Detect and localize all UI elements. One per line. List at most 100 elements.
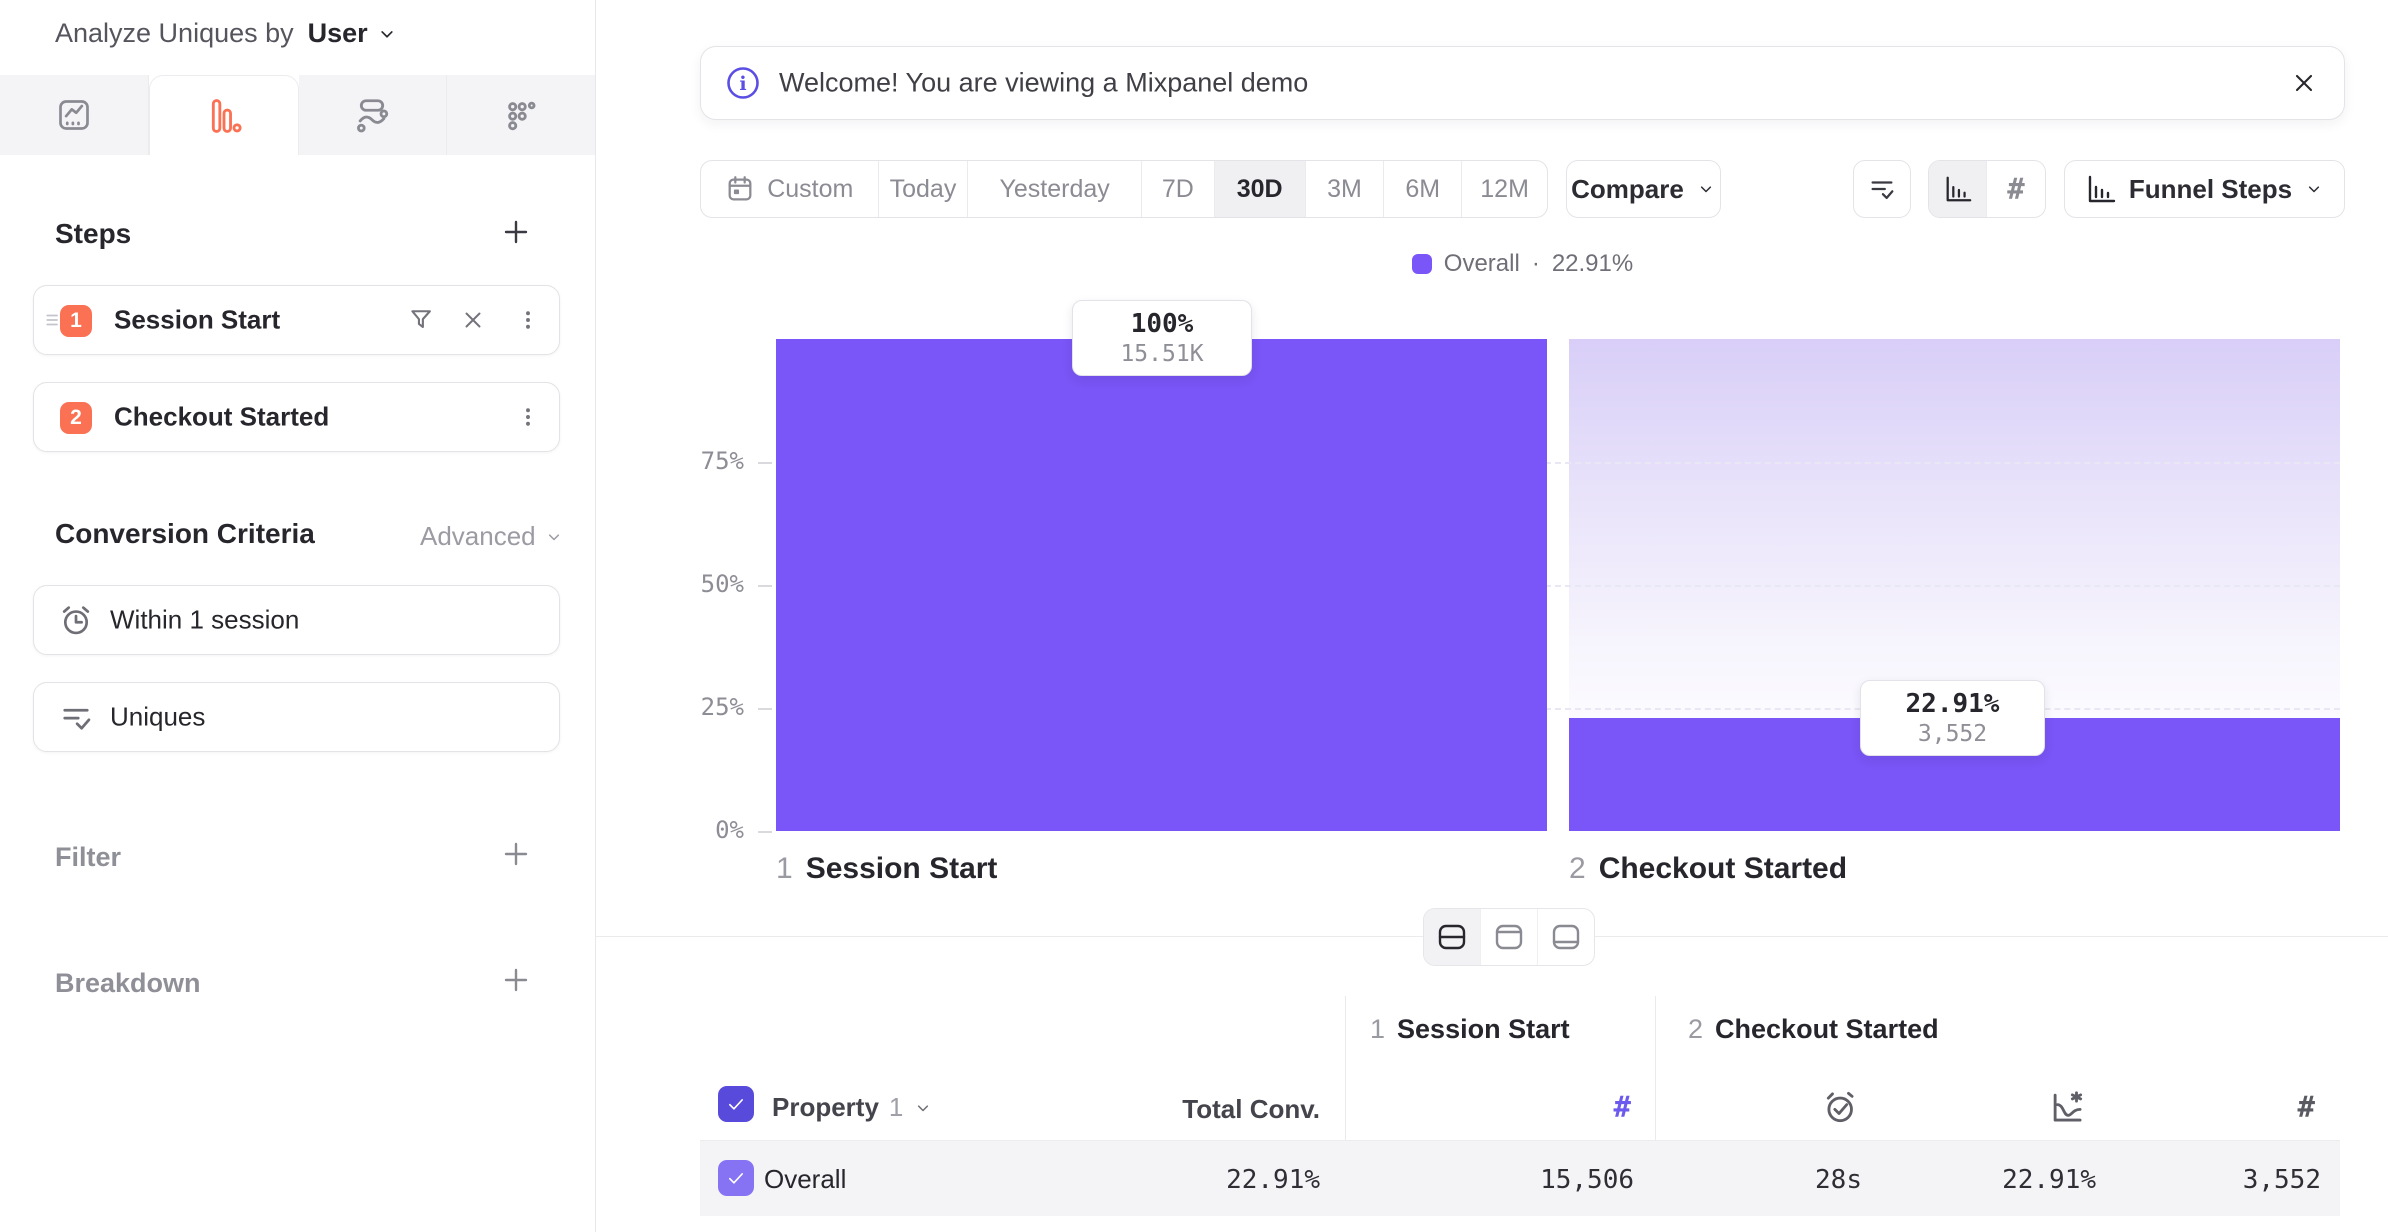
criteria-card-window[interactable]: Within 1 session (33, 585, 560, 655)
analyze-by-dropdown[interactable]: User (308, 18, 398, 49)
plus-icon (504, 842, 528, 866)
kebab-icon (526, 408, 530, 426)
column-divider (1345, 996, 1346, 1216)
range-6m[interactable]: 6M (1384, 161, 1463, 217)
tab-insights[interactable] (0, 75, 149, 155)
add-filter-button[interactable] (500, 838, 532, 870)
step-menu-button[interactable] (516, 308, 540, 332)
col-index: 1 (1370, 1014, 1386, 1044)
bar-chart-icon (2085, 173, 2117, 205)
check-icon (728, 1099, 744, 1110)
analyze-label: Analyze Uniques by (55, 18, 294, 48)
close-icon (2295, 74, 2313, 92)
chart-legend[interactable]: Overall · 22.91% (700, 250, 2345, 278)
property-number: 1 (888, 1092, 904, 1122)
add-breakdown-button[interactable] (500, 964, 532, 996)
date-range-control: Custom Today Yesterday 7D 30D 3M 6M 12M (700, 160, 1548, 218)
advanced-dropdown[interactable]: Advanced (420, 521, 564, 552)
add-step-button[interactable] (500, 216, 532, 248)
range-3m[interactable]: 3M (1306, 161, 1385, 217)
banner-close-button[interactable] (2290, 69, 2318, 97)
col-name: Checkout Started (1715, 1014, 1939, 1044)
info-icon: i (725, 65, 761, 101)
range-30d-selected[interactable]: 30D (1214, 161, 1306, 217)
y-axis-tick: 25% (700, 693, 744, 721)
compare-button[interactable]: Compare (1566, 160, 1721, 218)
step-name: Checkout Started (1598, 852, 1848, 885)
steps-heading: Steps (55, 218, 132, 249)
select-all-checkbox[interactable] (718, 1086, 754, 1122)
property-selector[interactable]: Property 1 (772, 1092, 933, 1123)
step-remove-button[interactable] (460, 307, 486, 333)
plus-icon (504, 220, 528, 244)
row-uniques: 15,506 (1540, 1165, 1634, 1195)
legend-series: Overall (1443, 250, 1520, 277)
range-today[interactable]: Today (879, 161, 969, 217)
y-axis-tick: 50% (700, 570, 744, 598)
number-view-option[interactable]: # (1987, 161, 2045, 217)
row-total-conv: 22.91% (1226, 1165, 1320, 1195)
step-filter-button[interactable] (408, 306, 436, 334)
y-axis-tick-mark (758, 708, 772, 710)
tooltip-percent: 100% (1130, 309, 1194, 339)
tooltip-count: 15.51K (1120, 341, 1204, 367)
tab-funnels[interactable] (148, 75, 299, 155)
breakdown-heading: Breakdown (55, 968, 201, 998)
step-card-session-start[interactable]: 1 Session Start (33, 285, 560, 355)
tab-flows[interactable] (298, 75, 448, 155)
legend-separator: · (1531, 250, 1540, 277)
row-checkbox[interactable] (718, 1160, 754, 1196)
split-bottom-icon (1552, 924, 1580, 950)
funnel-steps-view-dropdown[interactable]: Funnel Steps (2064, 160, 2345, 218)
table-row-overall[interactable]: Overall 22.91% 15,506 28s 22.91% 3,552 (700, 1140, 2340, 1216)
retention-icon (502, 96, 540, 134)
banner-message: Welcome! You are viewing a Mixpanel demo (779, 67, 1309, 98)
range-custom[interactable]: Custom (701, 161, 879, 217)
layout-chart-option[interactable] (1481, 909, 1538, 965)
layout-toggle (1423, 908, 1595, 966)
criteria-label: Within 1 session (110, 604, 300, 635)
conversions-metric-icon[interactable]: # (2297, 1090, 2315, 1124)
tab-retention[interactable] (447, 75, 595, 155)
row-name: Overall (764, 1164, 847, 1194)
list-check-icon (58, 699, 94, 735)
step-menu-button[interactable] (516, 405, 540, 429)
y-axis-tick: 0% (715, 816, 744, 844)
plus-icon (504, 968, 528, 992)
conversion-rate-icon[interactable] (2048, 1088, 2086, 1126)
col-index: 2 (1688, 1014, 1704, 1044)
chart-view-option[interactable] (1929, 161, 1988, 217)
sort-order-button[interactable] (1853, 160, 1911, 218)
drag-handle-icon[interactable] (42, 308, 66, 332)
criteria-card-counting[interactable]: Uniques (33, 682, 560, 752)
tooltip-count: 3,552 (1917, 721, 1988, 747)
range-7d[interactable]: 7D (1142, 161, 1215, 217)
layout-split-option[interactable] (1424, 909, 1481, 965)
x-axis-step-1: 1 Session Start (776, 852, 997, 886)
chevron-down-icon (544, 527, 564, 547)
chevron-down-icon (376, 23, 398, 45)
step-number-badge: 1 (60, 305, 92, 337)
analyze-header: Analyze Uniques by User (55, 18, 398, 49)
bar-session-start[interactable] (776, 339, 1547, 831)
table-col-session-start: 1 Session Start (1370, 1014, 1570, 1045)
step-card-checkout-started[interactable]: 2 Checkout Started (33, 382, 560, 452)
range-label: Yesterday (999, 174, 1110, 203)
chevron-down-icon (1696, 179, 1716, 199)
layout-table-option[interactable] (1538, 909, 1594, 965)
sidebar-divider (595, 0, 596, 1232)
uniques-metric-icon[interactable]: # (1613, 1090, 1631, 1124)
range-12m[interactable]: 12M (1462, 161, 1547, 217)
filter-heading: Filter (55, 842, 122, 872)
value-display-toggle: # (1928, 160, 2046, 218)
range-yesterday[interactable]: Yesterday (968, 161, 1142, 217)
funnels-icon (205, 97, 243, 135)
time-to-convert-icon[interactable] (1820, 1088, 1858, 1126)
col-name: Session Start (1397, 1014, 1570, 1044)
legend-value: 22.91% (1551, 250, 1634, 277)
check-icon (728, 1173, 744, 1184)
total-conv-header[interactable]: Total Conv. (1182, 1094, 1320, 1124)
analyze-by-value: User (307, 18, 368, 48)
row-conv-rate: 22.91% (2002, 1165, 2096, 1195)
